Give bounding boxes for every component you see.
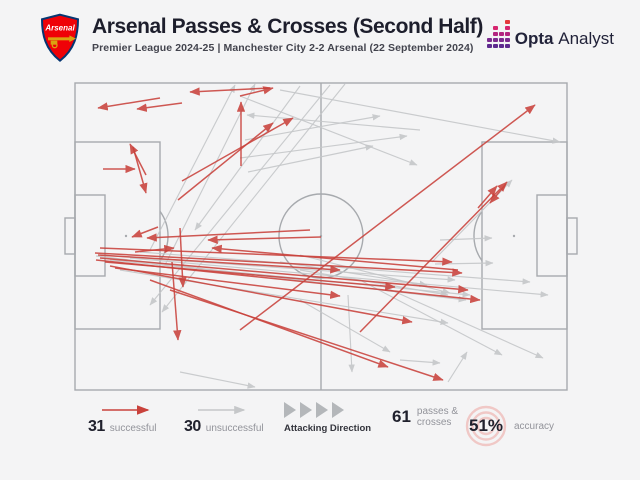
pass-arrow [379,284,544,359]
attacking-direction-label: Attacking Direction [284,423,372,434]
pass-arrow [239,133,408,159]
attacking-direction-icon [284,400,371,420]
pass-arrow [114,267,341,299]
pass-arrow [131,226,159,238]
pass-arrow [99,247,453,266]
pass-arrow [431,179,513,263]
successful-label: successful [109,423,157,434]
page-title: Arsenal Passes & Crosses (Second Half) [92,15,483,38]
pass-arrow [94,252,463,277]
pass-arrow [129,257,549,298]
opta-analyst-logo: Opta Analyst [487,19,614,48]
pass-arrow [177,122,274,201]
pass-arrow [279,89,561,144]
pass-arrow [246,112,421,131]
pass-arrow [211,244,459,271]
pass-arrow [97,254,341,274]
pitch-lines [64,82,578,391]
pass-arrow [244,114,381,141]
pass-arrow [447,351,468,383]
total-label: passes & crosses [416,406,459,428]
pass-arrow [109,265,413,325]
pass-arrow [239,86,274,97]
pass-arrow [171,261,182,341]
accuracy-value: 51% [468,416,504,435]
pass-arrow [132,146,148,194]
pass-arrow [207,235,322,244]
pass-arrow [439,235,493,242]
successful-passes [94,86,536,381]
pass-arrow [179,371,256,389]
pass-arrow [146,229,311,242]
brand-regular: Analyst [558,29,614,48]
pass-arrow [239,104,536,331]
unsuccessful-count: 30 [184,418,201,435]
legend-unsuccessful: 30 unsuccessful [184,400,264,436]
unsuccessful-label: unsuccessful [205,423,264,434]
pass-arrow [169,289,444,381]
pass-arrow [299,299,391,353]
pass-arrow [136,102,183,112]
pass-arrow [178,227,187,288]
legend-successful: 31 successful [88,400,156,436]
pass-arrow [247,144,374,173]
pass-arrow [149,279,389,368]
crest-club-name: Arsenal [44,24,75,33]
opta-analyst-wordmark: Opta Analyst [515,29,614,48]
pass-arrow [359,279,503,356]
pass-arrow [149,84,236,251]
pass-arrow [239,95,418,166]
pass-arrow [477,185,498,209]
legend-attacking-direction: Attacking Direction [284,400,371,434]
arsenal-crest-logo: Arsenal [40,13,80,63]
successful-count: 31 [88,418,105,435]
brand-bold: Opta [514,29,554,48]
unsuccessful-arrow-icon [198,405,246,415]
legend-total: 61 passes & crosses [392,406,458,428]
pass-arrow [129,143,147,176]
pass-arrow [359,181,508,333]
crest-cannon-icon [48,35,76,49]
pass-arrow [95,259,481,304]
accuracy-label: accuracy [514,420,555,432]
page-subtitle: Premier League 2024-25 | Manchester City… [92,42,474,54]
pass-arrow [161,83,346,313]
pass-arrow [97,97,161,111]
pass-arrow [347,294,355,373]
opta-signal-icon [487,19,510,48]
pass-arrow [399,359,441,366]
total-count: 61 [392,407,411,426]
pass-arrow [194,85,301,231]
successful-arrow-icon [102,405,150,415]
pass-arrow [189,87,271,96]
pass-arrow [99,257,469,294]
pass-arrow [489,183,507,204]
pass-arrow [434,259,494,267]
pass-arrow [181,117,294,182]
pass-arrow [149,84,331,306]
accuracy-target-icon: 51% [464,404,508,448]
legend-accuracy: 51% accuracy [464,404,554,448]
